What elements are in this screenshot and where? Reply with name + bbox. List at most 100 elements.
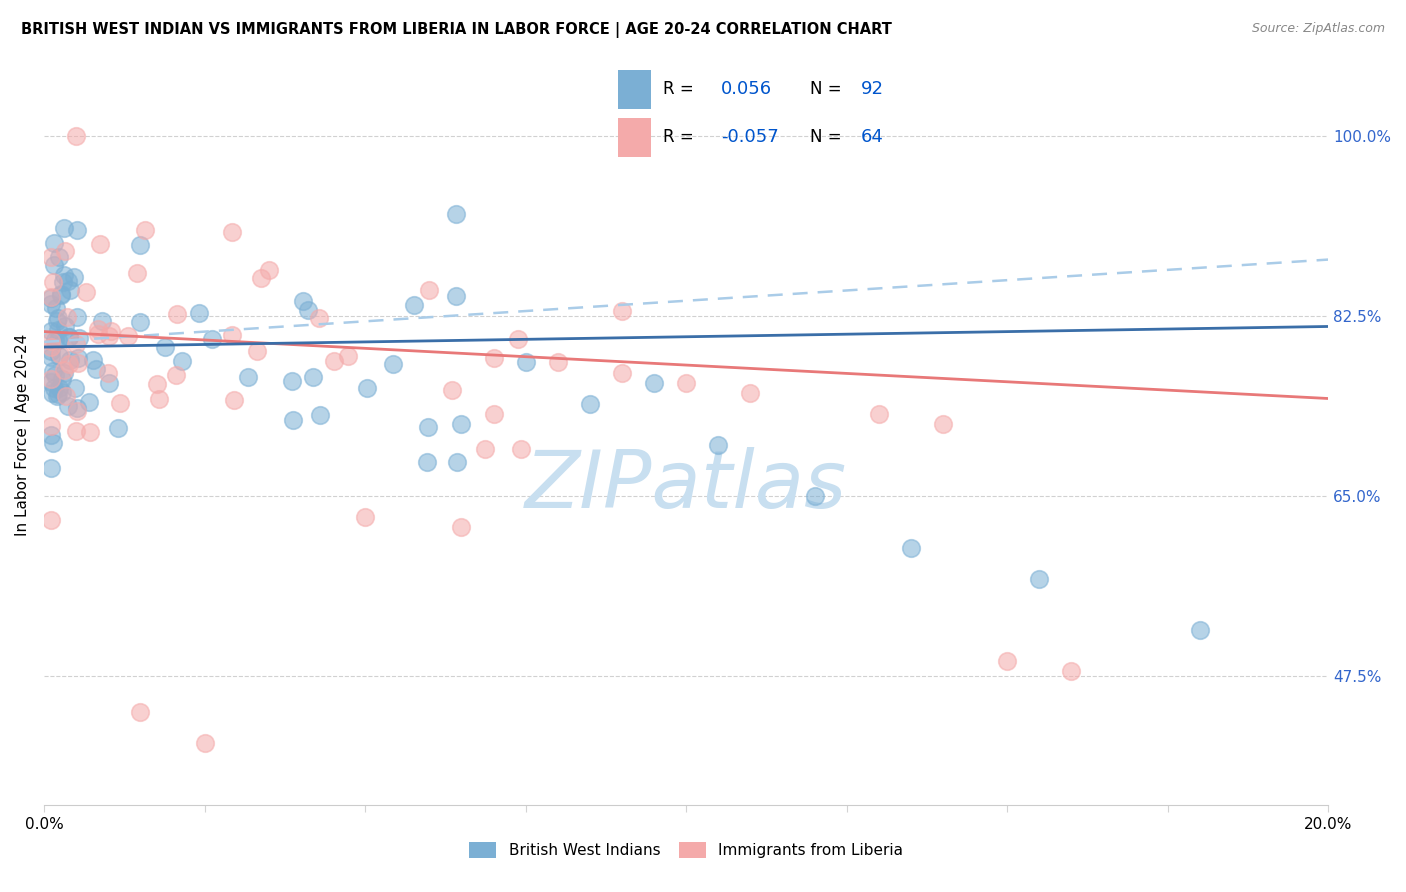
Point: [48, 311, 70, 326]
Point: [58, 274, 80, 288]
Point: [98, 329, 121, 343]
Point: [281, 374, 304, 388]
Point: [39, 343, 62, 358]
Point: [1188, 623, 1211, 637]
Point: [52, 268, 75, 283]
Point: [49, 286, 72, 301]
Point: [292, 293, 315, 308]
Point: [65, 129, 87, 144]
Point: [246, 344, 269, 359]
Point: [82, 353, 104, 368]
Point: [65, 425, 87, 439]
Text: 0.056: 0.056: [721, 80, 772, 98]
Point: [297, 302, 319, 317]
Point: [100, 324, 122, 338]
Text: BRITISH WEST INDIAN VS IMMIGRANTS FROM LIBERIA IN LABOR FORCE | AGE 20-24 CORREL: BRITISH WEST INDIAN VS IMMIGRANTS FROM L…: [21, 22, 891, 38]
Point: [58, 358, 80, 372]
Point: [515, 355, 537, 369]
Point: [44, 368, 66, 382]
Point: [129, 238, 152, 252]
Text: 64: 64: [860, 128, 884, 146]
Point: [55, 310, 77, 324]
Point: [382, 357, 405, 371]
Point: [66, 310, 89, 325]
Point: [53, 319, 76, 334]
Point: [39, 513, 62, 527]
Point: [66, 356, 89, 370]
Point: [53, 367, 76, 381]
Point: [63, 381, 86, 395]
Point: [740, 386, 762, 401]
Point: [418, 284, 440, 298]
Point: [308, 311, 330, 326]
Point: [44, 235, 66, 250]
Point: [201, 332, 224, 346]
Point: [55, 244, 77, 258]
Point: [474, 442, 496, 457]
Point: [309, 409, 332, 423]
Point: [39, 461, 62, 475]
Point: [1060, 664, 1083, 678]
Point: [117, 329, 139, 343]
Point: [46, 323, 69, 337]
Point: [354, 509, 377, 524]
Point: [66, 351, 89, 366]
Point: [482, 351, 505, 365]
Point: [125, 266, 148, 280]
Point: [39, 334, 62, 349]
Point: [675, 376, 697, 390]
Point: [155, 340, 177, 354]
Point: [221, 225, 243, 239]
Text: -0.057: -0.057: [721, 128, 779, 146]
Point: [52, 276, 75, 290]
Point: [77, 395, 100, 409]
Point: [42, 364, 65, 378]
Point: [222, 392, 245, 407]
Legend: British West Indians, Immigrants from Liberia: British West Indians, Immigrants from Li…: [463, 836, 910, 864]
Point: [59, 353, 82, 368]
Point: [444, 289, 467, 303]
Point: [900, 541, 922, 555]
Point: [51, 384, 73, 399]
Point: [236, 369, 259, 384]
Point: [51, 371, 73, 385]
Point: [42, 436, 65, 450]
Point: [67, 331, 90, 345]
Point: [440, 383, 463, 397]
Point: [932, 417, 955, 432]
Point: [39, 375, 62, 389]
Point: [257, 263, 280, 277]
Point: [301, 369, 323, 384]
Point: [84, 362, 107, 376]
Point: [484, 407, 506, 421]
Point: [194, 736, 217, 750]
Point: [66, 222, 89, 236]
Point: [995, 654, 1018, 668]
Point: [610, 304, 633, 318]
Bar: [619, 118, 651, 157]
Point: [46, 389, 69, 403]
Point: [323, 353, 346, 368]
Point: [41, 385, 63, 400]
Point: [59, 283, 82, 297]
Point: [66, 401, 89, 415]
Point: [148, 392, 170, 407]
Point: [39, 418, 62, 433]
Point: [165, 368, 187, 382]
Point: [446, 455, 468, 469]
Point: [39, 371, 62, 385]
Point: [129, 315, 152, 329]
Text: R =: R =: [662, 80, 699, 98]
Point: [87, 322, 110, 336]
Point: [42, 276, 65, 290]
Point: [48, 381, 70, 395]
Point: [75, 285, 97, 300]
Point: [134, 223, 156, 237]
Point: [508, 332, 530, 346]
Point: [55, 389, 77, 403]
Point: [66, 404, 89, 418]
Point: [39, 296, 62, 310]
Point: [450, 417, 472, 432]
Point: [416, 455, 439, 469]
Text: ZIPatlas: ZIPatlas: [524, 448, 848, 525]
